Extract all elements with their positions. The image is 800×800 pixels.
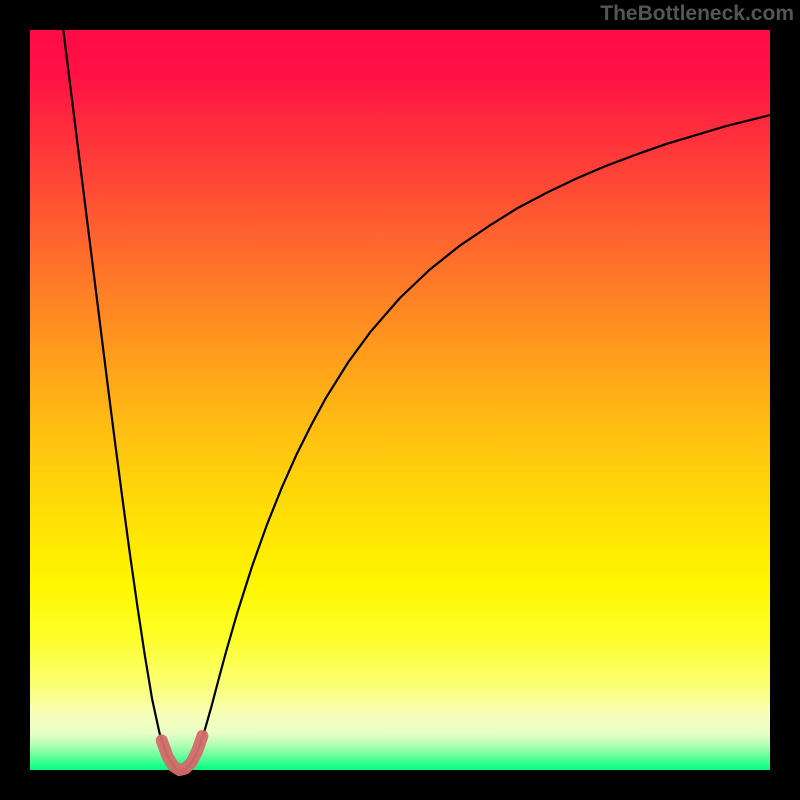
watermark-text: TheBottleneck.com <box>600 2 794 26</box>
plot-background <box>30 30 770 770</box>
chart-svg <box>0 0 800 800</box>
chart-container: TheBottleneck.com <box>0 0 800 800</box>
